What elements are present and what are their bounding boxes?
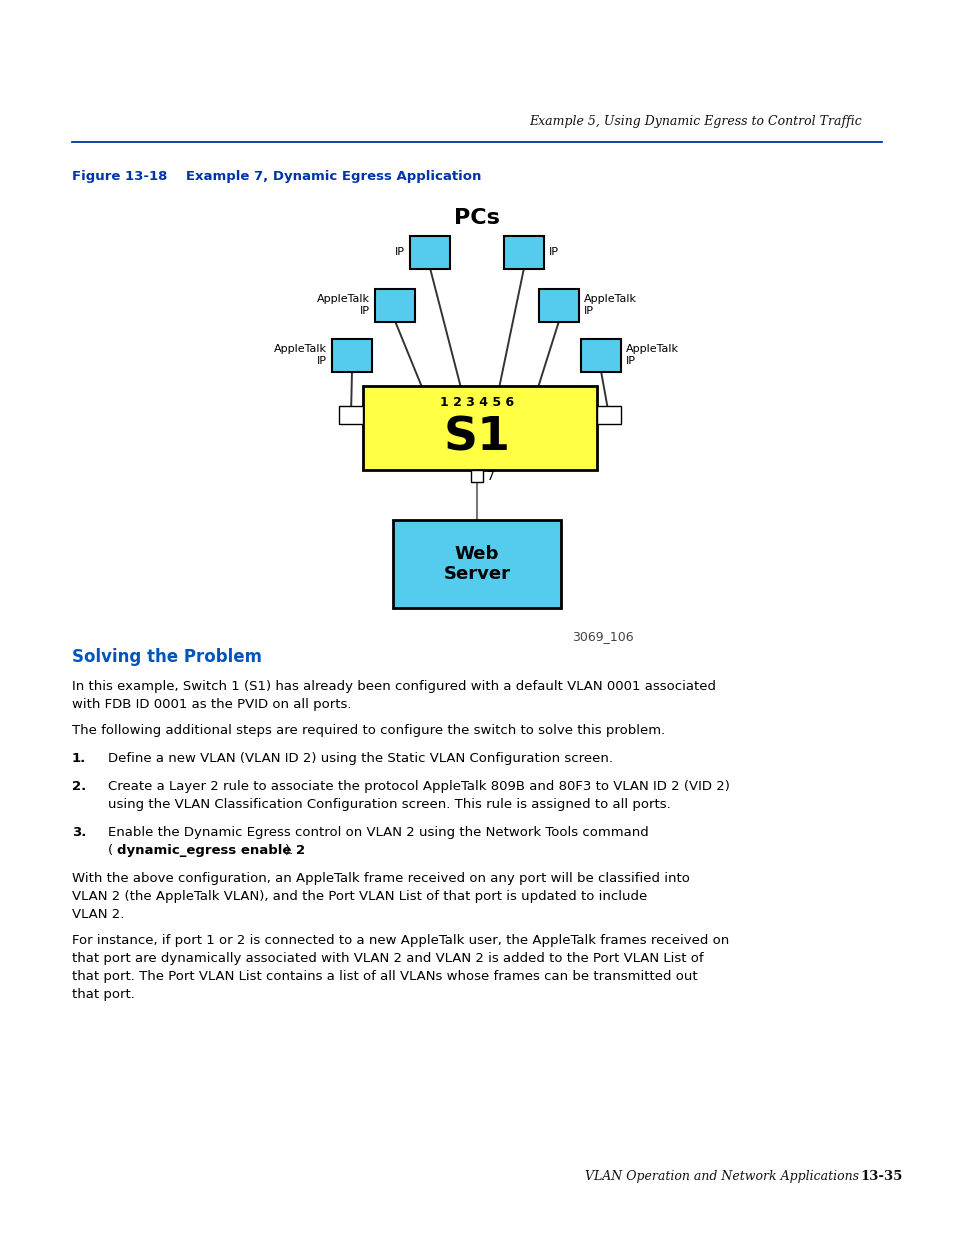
- Text: For instance, if port 1 or 2 is connected to a new AppleTalk user, the AppleTalk: For instance, if port 1 or 2 is connecte…: [71, 934, 728, 947]
- Text: VLAN 2 (the AppleTalk VLAN), and the Port VLAN List of that port is updated to i: VLAN 2 (the AppleTalk VLAN), and the Por…: [71, 890, 646, 903]
- Text: AppleTalk
IP: AppleTalk IP: [274, 345, 327, 366]
- Text: AppleTalk
IP: AppleTalk IP: [316, 294, 370, 316]
- Text: 3069_106: 3069_106: [572, 630, 633, 643]
- Text: The following additional steps are required to configure the switch to solve thi: The following additional steps are requi…: [71, 724, 664, 737]
- Text: VLAN Operation and Network Applications: VLAN Operation and Network Applications: [584, 1170, 858, 1183]
- Text: Figure 13-18    Example 7, Dynamic Egress Application: Figure 13-18 Example 7, Dynamic Egress A…: [71, 170, 481, 183]
- Text: 1 2 3 4 5 6: 1 2 3 4 5 6: [439, 396, 514, 409]
- Text: using the VLAN Classification Configuration screen. This rule is assigned to all: using the VLAN Classification Configurat…: [108, 798, 670, 811]
- Bar: [471, 471, 482, 482]
- Bar: [393, 520, 560, 608]
- Text: AppleTalk
IP: AppleTalk IP: [625, 345, 679, 366]
- Text: S1: S1: [443, 416, 510, 461]
- Text: Enable the Dynamic Egress control on VLAN 2 using the Network Tools command: Enable the Dynamic Egress control on VLA…: [108, 826, 648, 839]
- Bar: [503, 236, 543, 269]
- Text: Web
Server: Web Server: [443, 545, 510, 583]
- Text: 2.: 2.: [71, 781, 86, 793]
- Bar: [363, 387, 597, 471]
- Text: that port are dynamically associated with VLAN 2 and VLAN 2 is added to the Port: that port are dynamically associated wit…: [71, 952, 703, 965]
- Text: 13-35: 13-35: [859, 1170, 902, 1183]
- Text: PCs: PCs: [454, 207, 499, 228]
- Bar: [410, 236, 450, 269]
- Text: Solving the Problem: Solving the Problem: [71, 648, 262, 666]
- Text: that port.: that port.: [71, 988, 134, 1002]
- Text: that port. The Port VLAN List contains a list of all VLANs whose frames can be t: that port. The Port VLAN List contains a…: [71, 969, 697, 983]
- Text: 1.: 1.: [71, 752, 86, 764]
- Text: Create a Layer 2 rule to associate the protocol AppleTalk 809B and 80F3 to VLAN : Create a Layer 2 rule to associate the p…: [108, 781, 729, 793]
- Bar: [332, 338, 372, 372]
- Text: AppleTalk
IP: AppleTalk IP: [583, 294, 637, 316]
- Text: VLAN 2.: VLAN 2.: [71, 908, 124, 921]
- Text: with FDB ID 0001 as the PVID on all ports.: with FDB ID 0001 as the PVID on all port…: [71, 698, 351, 711]
- Text: (: (: [108, 844, 113, 857]
- Text: 7: 7: [486, 469, 495, 483]
- Text: 3.: 3.: [71, 826, 87, 839]
- Text: In this example, Switch 1 (S1) has already been configured with a default VLAN 0: In this example, Switch 1 (S1) has alrea…: [71, 680, 716, 693]
- Text: With the above configuration, an AppleTalk frame received on any port will be cl: With the above configuration, an AppleTa…: [71, 872, 689, 885]
- Bar: [538, 289, 578, 322]
- Bar: [597, 406, 620, 425]
- Text: ).: ).: [285, 844, 294, 857]
- Text: Example 5, Using Dynamic Egress to Control Traffic: Example 5, Using Dynamic Egress to Contr…: [529, 115, 862, 128]
- Bar: [580, 338, 620, 372]
- Bar: [375, 289, 415, 322]
- Text: dynamic_egress enable 2: dynamic_egress enable 2: [117, 844, 305, 857]
- Text: Define a new VLAN (VLAN ID 2) using the Static VLAN Configuration screen.: Define a new VLAN (VLAN ID 2) using the …: [108, 752, 613, 764]
- Text: IP: IP: [395, 247, 405, 257]
- Bar: [338, 406, 363, 425]
- Text: IP: IP: [548, 247, 558, 257]
